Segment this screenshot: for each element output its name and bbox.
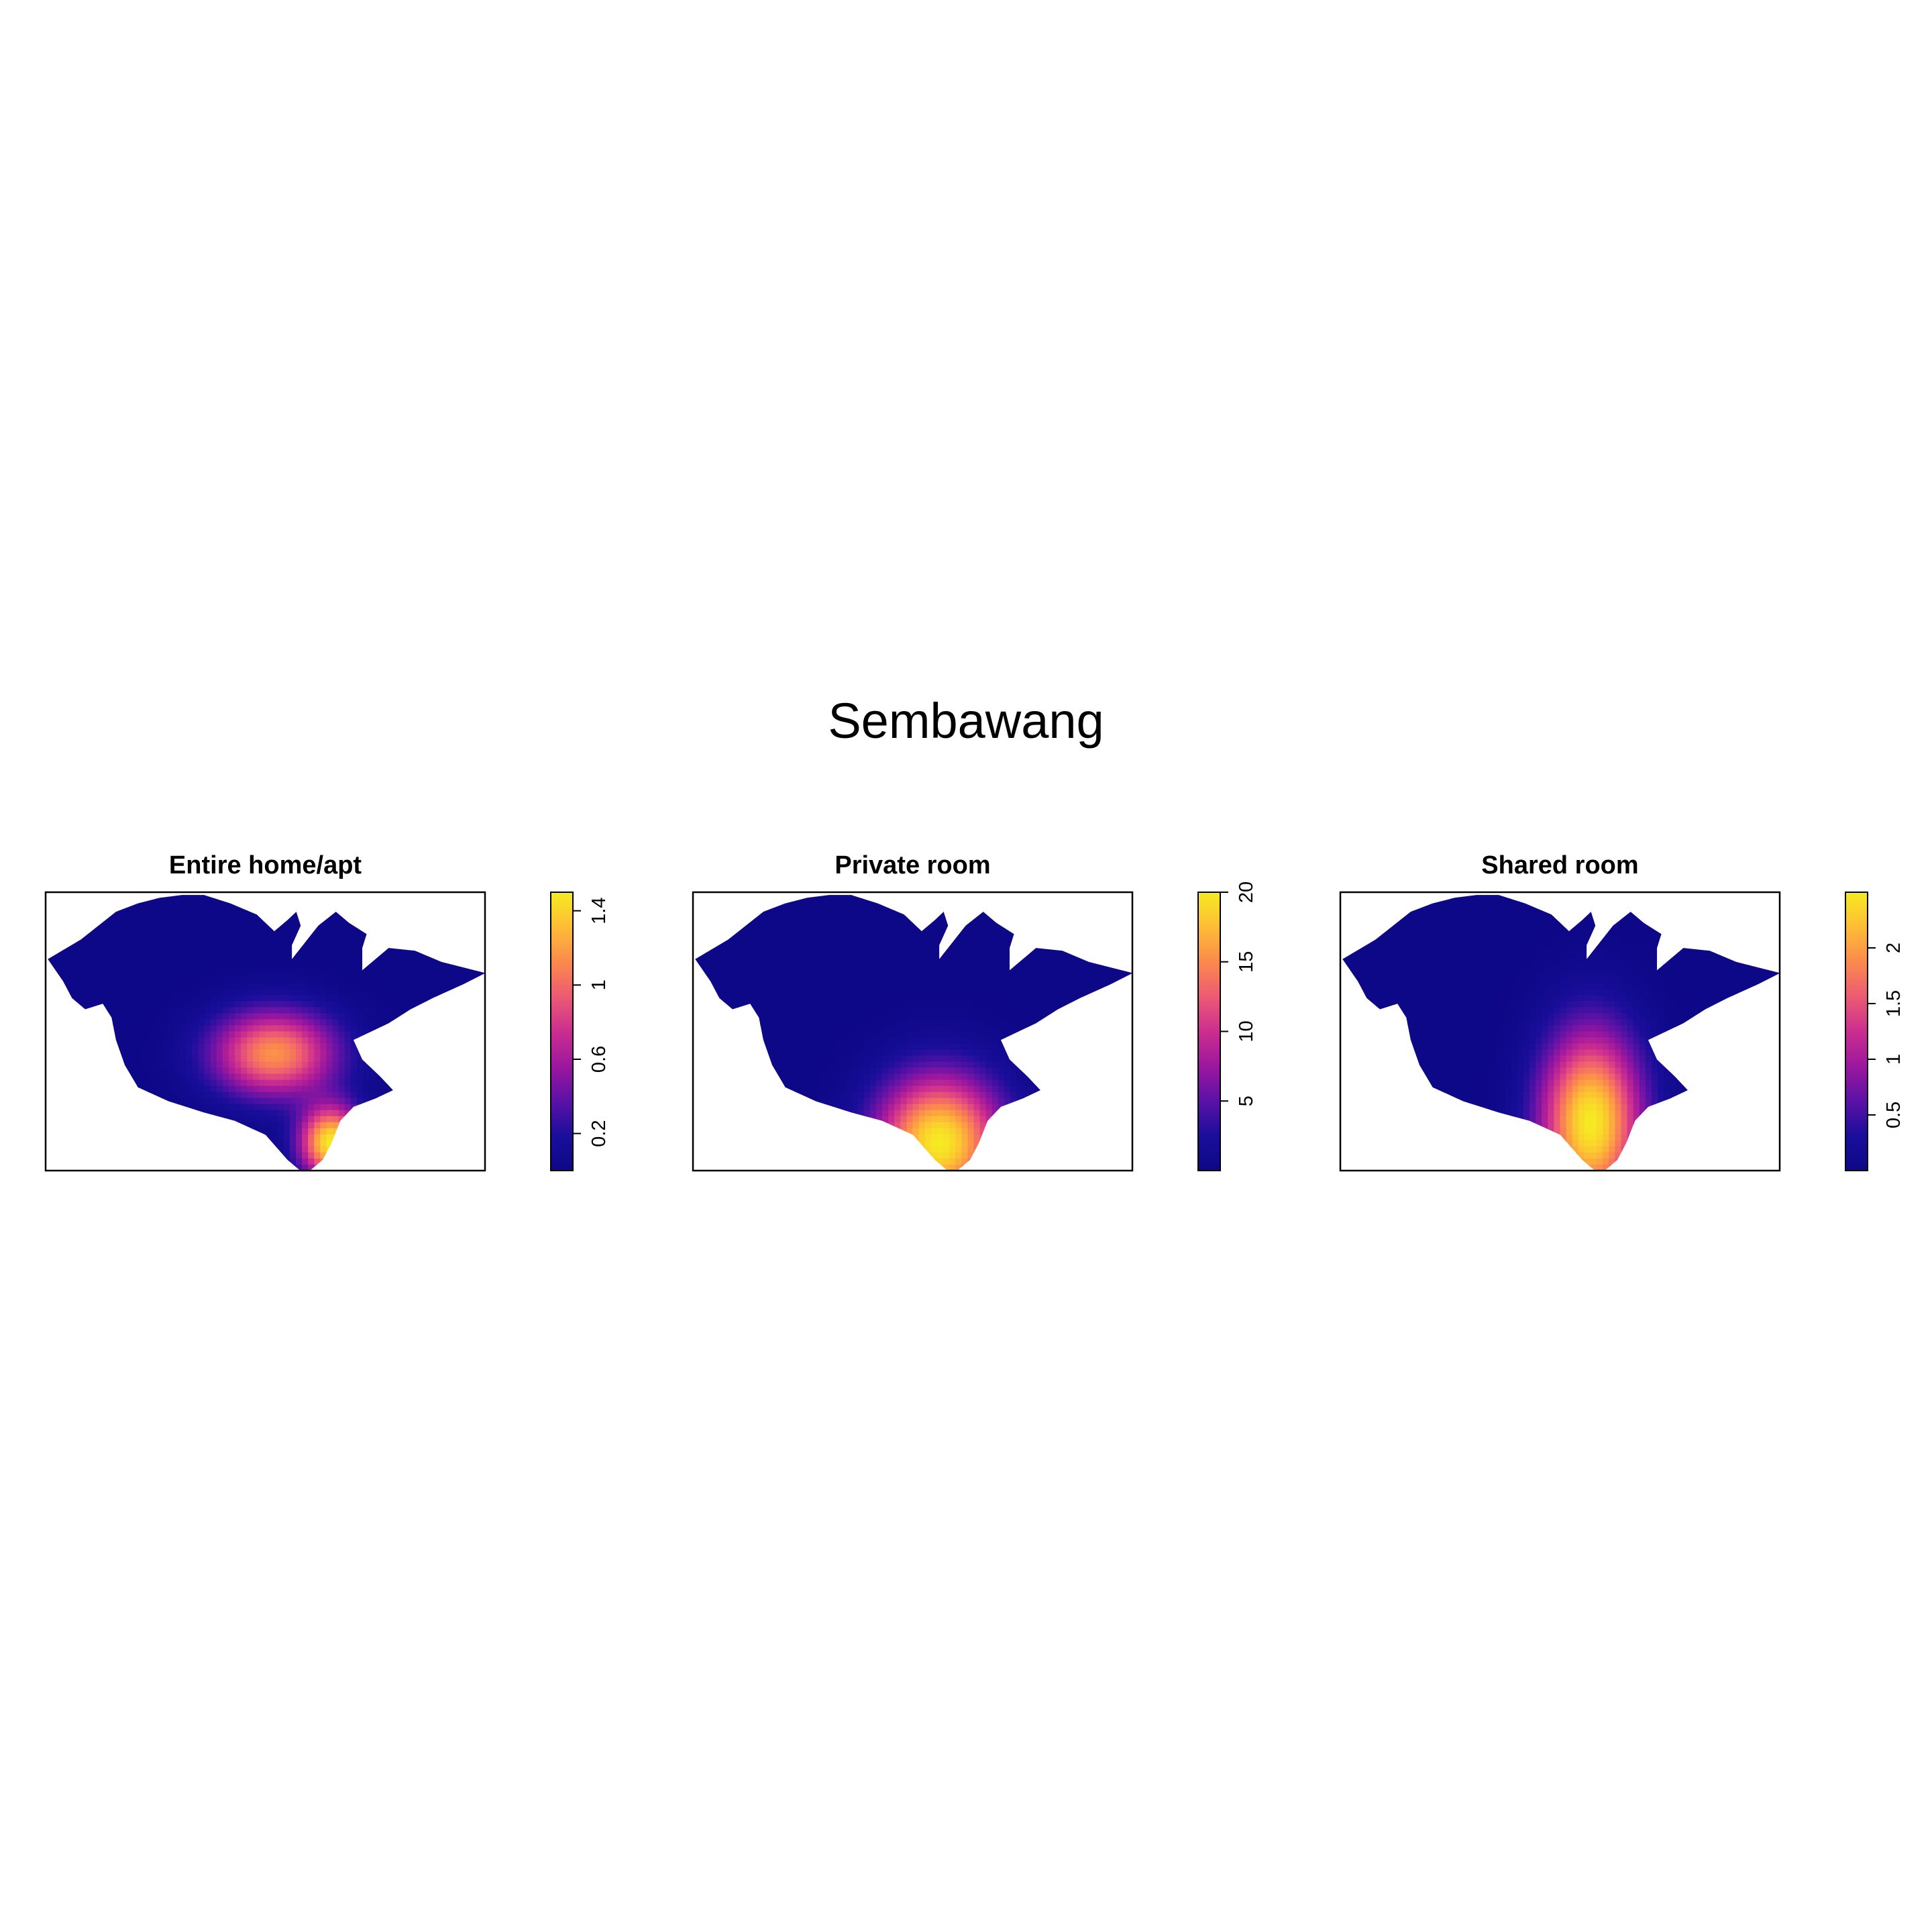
colorbar-tick-label: 0.6 [588,1046,610,1073]
panel-2: Private room 5 10 15 20 [692,851,1257,1172]
plot-frame [44,891,486,1172]
plot-frame [1339,891,1781,1172]
colorbar-tick-label: 0.2 [588,1120,610,1147]
colorbar-tick-label: 1.5 [1883,990,1904,1017]
colorbar-tick-label: 0.5 [1883,1102,1904,1128]
colorbar-tick-label: 5 [1236,1095,1257,1106]
colorbar-tick-label: 20 [1236,881,1257,903]
colorbar-tick-label: 2 [1883,943,1904,953]
density-surface [1342,895,1780,1171]
colorbar-ramp [1845,892,1868,1171]
main-title: Sembawang [828,693,1104,749]
density-surface [48,895,486,1171]
panel-title: Private room [835,851,990,879]
colorbar-tick-label: 1 [1883,1054,1904,1065]
colorbar: 0.2 0.6 1 1.4 [550,892,610,1171]
plot-frame [692,891,1134,1172]
colorbar-tick-label: 1 [588,979,610,990]
colorbar-ramp [1197,892,1221,1171]
panel-title: Shared room [1481,851,1638,879]
density-surface [695,895,1133,1171]
panel-title: Entire home/apt [169,851,362,879]
colorbar-ramp [550,892,574,1171]
panel-1: Entire home/apt 0.2 0.6 1 1.4 [44,851,610,1172]
colorbar-tick-label: 15 [1236,951,1257,973]
colorbar: 5 10 15 20 [1197,881,1257,1171]
colorbar: 0.5 1 1.5 2 [1845,892,1904,1171]
colorbar-tick-label: 1.4 [588,898,610,924]
panel-3: Shared room 0.5 1 1.5 2 [1339,851,1904,1172]
colorbar-tick-label: 10 [1236,1020,1257,1042]
